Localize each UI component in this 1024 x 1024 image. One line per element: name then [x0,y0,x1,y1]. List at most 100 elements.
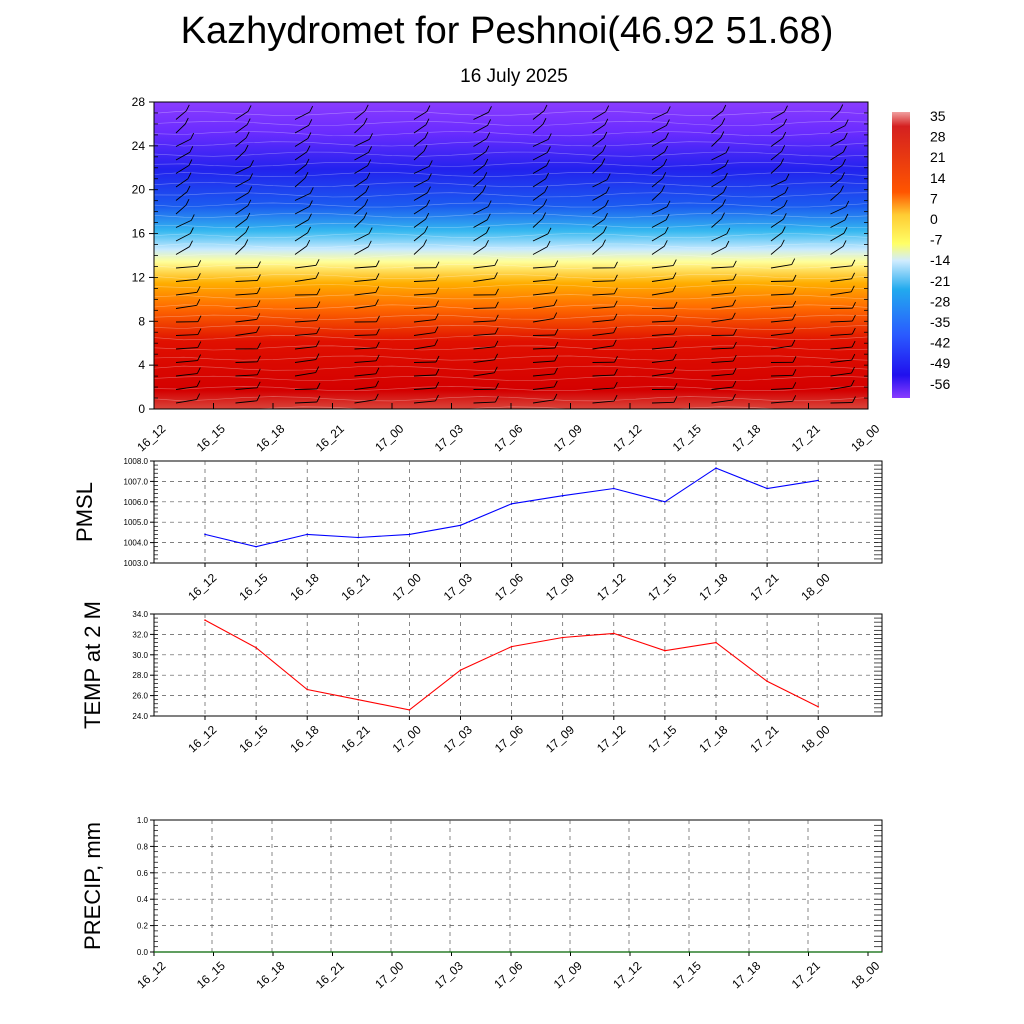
x-tick-label: 17_06 [491,958,525,991]
wind-barb-shaft [651,265,674,269]
wind-barb-shaft [294,388,318,390]
wind-barb-flag [488,106,492,113]
isoline [153,222,869,228]
wind-barb-flag [780,239,785,247]
wind-barb-shaft [473,219,488,228]
wind-barb-flag [720,131,725,138]
wind-barb-flag [603,131,608,139]
wind-barb-shaft [711,279,734,282]
wind-barb-shaft [413,332,436,336]
x-tick-label: 16_21 [339,570,373,603]
wind-barb-shaft [830,291,852,296]
wind-barb-shaft [770,137,783,147]
wind-barb-flag [197,354,202,361]
wind-barb-flag [845,200,850,208]
wind-barb-flag [673,340,677,348]
x-tick-label: 17_09 [543,722,577,755]
wind-barb-shaft [830,164,843,174]
wind-barb-flag [494,340,499,348]
wind-barb-shaft [770,319,793,323]
wind-barb-flag [197,341,202,348]
wind-barb-flag [369,133,373,140]
wind-barb-flag [315,353,320,360]
wind-barb-shaft [354,218,365,228]
x-tick-label: 18_00 [798,722,832,755]
wind-barb-shaft [473,346,495,350]
wind-barb-flag [553,312,558,319]
y-tick-label: 28.0 [132,671,148,680]
wind-barb-flag [256,300,261,307]
wind-barb-shaft [592,293,615,296]
wind-barb-shaft [651,372,673,377]
wind-barb-shaft [651,307,675,309]
wind-barb-flag [316,288,321,295]
wind-barb-shaft [770,111,785,120]
wind-barb-shaft [711,246,727,255]
wind-barb-shaft [830,206,846,215]
y-tick-label: 34.0 [132,610,148,619]
wind-barb-shaft [651,291,673,296]
wind-barb-flag [365,185,370,193]
wind-barb-shaft [413,293,436,296]
data-point [306,688,309,691]
wind-barb-flag [308,119,313,126]
y-axis-label: PMSL [72,482,97,542]
wind-barb-shaft [175,278,198,282]
wind-barb-flag [851,353,856,361]
wind-barb-shaft [651,111,668,120]
wind-barb-flag [542,212,547,219]
wind-barb-flag [851,259,856,267]
wind-barb-flag [543,199,548,206]
isoline [153,253,869,259]
wind-barb-shaft [711,360,734,363]
wind-barb-shaft [354,246,369,255]
wind-barb-flag [792,382,797,389]
wind-barb-shaft [830,346,853,350]
wind-barb-shaft [294,206,310,215]
wind-barb-flag [494,327,499,335]
wind-barb-shaft [770,218,784,228]
y-tick-label: 32.0 [132,630,148,639]
wind-barb-shaft [532,204,544,215]
wind-barb-flag [184,117,189,125]
wind-barb-shaft [830,320,853,323]
wind-barb-shaft [592,232,604,242]
x-tick-label: 16_21 [313,421,347,454]
wind-barb-shaft [354,123,365,134]
wind-barb-flag [435,355,440,363]
y-tick-label: 24 [132,139,146,153]
wind-barb-shaft [770,374,793,377]
y-axis-label: TEMP at 2 M [80,601,105,729]
wind-barb-flag [602,145,607,152]
isoline [153,233,869,239]
wind-barb-shaft [830,372,852,377]
x-tick-label: 17_18 [729,958,763,991]
y-tick-label: 8 [138,314,145,328]
wind-barb-shaft [473,164,486,174]
wind-barb-flag [843,226,848,234]
wind-barb-shaft [354,304,376,309]
wind-barb-shaft [473,277,495,282]
wind-barb-flag [723,185,727,193]
wind-barb-flag [666,200,671,208]
wind-barb-shaft [235,165,251,174]
wind-barb-shaft [473,206,489,215]
wind-barb-flag [427,186,431,193]
wind-barb-shaft [770,332,793,336]
wind-barb-shaft [830,151,844,161]
wind-barb-flag [791,339,796,347]
wind-barb-shaft [175,219,192,228]
wind-barb-shaft [830,125,846,134]
x-tick-label: 17_15 [645,722,679,755]
wind-barb-flag [485,239,489,247]
wind-barb-shaft [473,372,495,377]
wind-barb-shaft [294,277,316,282]
wind-barb-flag [375,380,380,388]
wind-barb-flag [546,159,550,166]
wind-barb-flag [245,226,250,233]
wind-barb-shaft [175,291,198,296]
wind-barb-shaft [175,110,187,120]
wind-barb-shaft [175,334,198,336]
wind-barb-shaft [354,278,377,282]
wind-barb-shaft [175,123,186,134]
